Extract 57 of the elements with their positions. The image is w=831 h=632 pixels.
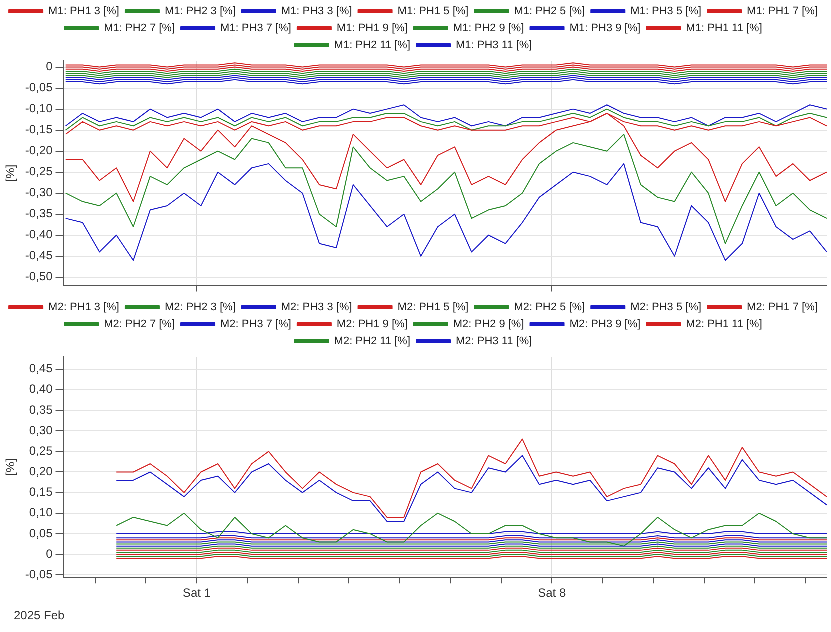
legend-label: M2: PH1 3 [%]	[48, 302, 120, 314]
legend-label: M1: PH1 3 [%]	[48, 6, 120, 18]
legend-label: M1: PH3 11 [%]	[456, 40, 532, 52]
y-tick-label: 0,20	[29, 464, 54, 479]
y-tick-label: 0	[46, 60, 54, 74]
y-tick-label: 0,40	[29, 382, 54, 396]
legend-label: M2: PH1 7 [%]	[747, 302, 818, 314]
x-tick-label: Sat 8	[538, 586, 566, 600]
legend-label: M1: PH2 11 [%]	[334, 40, 411, 52]
y-tick-label: 0,30	[29, 423, 54, 438]
legend-label: M2: PH2 7 [%]	[104, 318, 176, 331]
legend-label: M1: PH2 5 [%]	[514, 6, 586, 18]
legend-label: M2: PH2 11 [%]	[334, 336, 411, 348]
legend-label: M2: PH3 11 [%]	[456, 336, 532, 348]
y-tick-label: 0,15	[29, 485, 54, 500]
x-tick-label: Sat 1	[182, 586, 212, 600]
y-tick-label: 0,10	[29, 506, 54, 520]
y-tick-label: -0,40	[25, 228, 54, 242]
legend-label: M1: PH2 3 [%]	[164, 6, 236, 18]
legend-label: M2: PH1 11 [%]	[686, 318, 762, 331]
y-tick-label: 0,35	[29, 402, 54, 417]
y-tick-label: -0,05	[25, 567, 54, 582]
y-tick-label: -0,50	[25, 270, 54, 284]
legend-label: M2: PH3 3 [%]	[281, 302, 352, 314]
y-tick-label: -0,25	[25, 164, 54, 179]
legend-label: M1: PH2 9 [%]	[453, 22, 524, 35]
legend-label: M1: PH3 7 [%]	[220, 22, 292, 35]
legend-label: M1: PH3 3 [%]	[281, 6, 352, 18]
legend-label: M1: PH1 9 [%]	[336, 22, 408, 35]
y-tick-label: 0,45	[29, 362, 54, 376]
legend-label: M2: PH3 7 [%]	[220, 318, 292, 331]
legend-label: M2: PH1 5 [%]	[398, 302, 469, 314]
legend-label: M1: PH1 11 [%]	[686, 22, 762, 35]
y-tick-label: -0,20	[25, 144, 54, 158]
legend-label: M1: PH2 7 [%]	[104, 22, 176, 35]
y-tick-label: -0,45	[25, 248, 54, 263]
legend-label: M2: PH2 9 [%]	[453, 318, 524, 331]
text: 2025 Feb	[14, 608, 66, 622]
y-tick-label: 0,25	[29, 444, 54, 458]
legend-label: M1: PH1 5 [%]	[398, 6, 469, 18]
y-axis-title: [%]	[4, 164, 18, 182]
legend-label: M2: PH2 5 [%]	[514, 302, 586, 314]
y-tick-label: -0,30	[25, 186, 54, 200]
y-axis-title: [%]	[4, 458, 18, 476]
legend-label: M1: PH3 9 [%]	[570, 22, 641, 35]
y-tick-label: -0,35	[25, 206, 54, 221]
legend-label: M2: PH1 9 [%]	[336, 318, 408, 331]
y-tick-label: -0,05	[25, 80, 54, 95]
legend-label: M1: PH1 7 [%]	[747, 6, 818, 18]
legend-label: M2: PH2 3 [%]	[164, 302, 236, 314]
y-tick-label: -0,10	[25, 102, 54, 116]
y-tick-label: 0,05	[29, 526, 54, 540]
y-tick-label: -0,15	[25, 122, 54, 137]
legend-label: M1: PH3 5 [%]	[630, 6, 702, 18]
legend-label: M2: PH3 5 [%]	[630, 302, 702, 314]
legend-label: M2: PH3 9 [%]	[570, 318, 641, 331]
y-tick-label: 0	[46, 546, 54, 561]
